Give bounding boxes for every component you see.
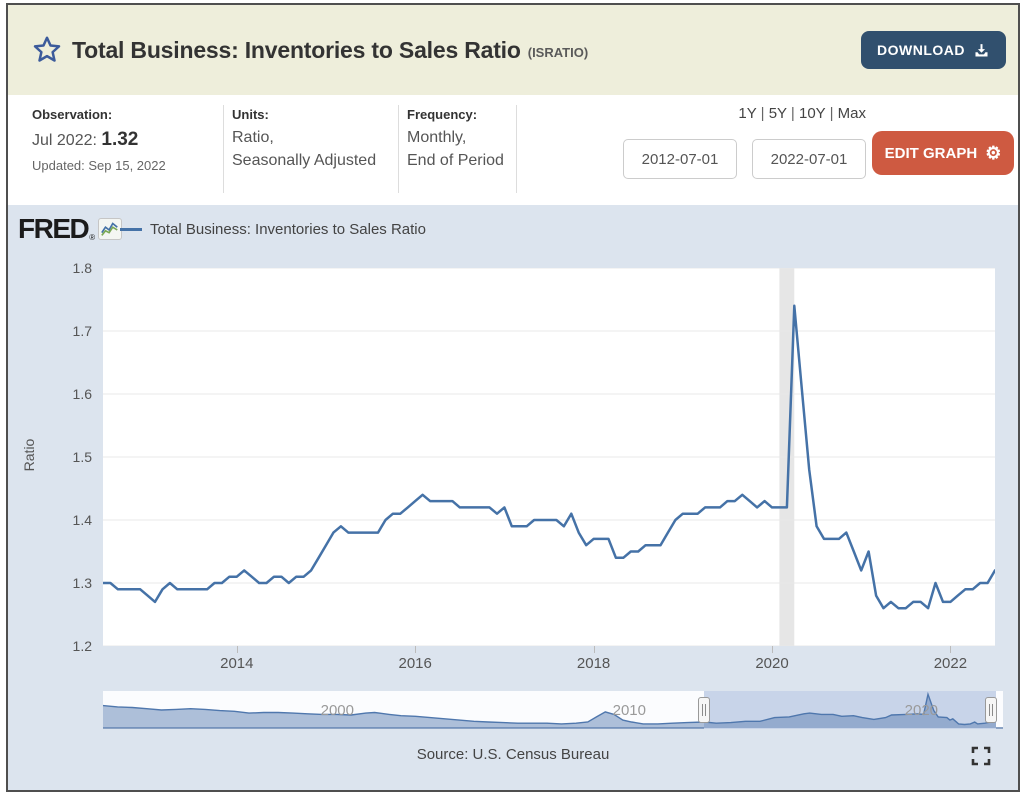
- frequency-block: Frequency: Monthly, End of Period: [407, 107, 504, 172]
- x-tick-label: 2014: [220, 655, 254, 672]
- legend-line-swatch: [120, 228, 142, 231]
- fred-graph-window: Total Business: Inventories to Sales Rat…: [6, 3, 1020, 792]
- legend-label: Total Business: Inventories to Sales Rat…: [150, 221, 426, 238]
- divider: [398, 105, 399, 193]
- observation-block: Observation: Jul 2022: 1.32 Updated: Sep…: [32, 107, 166, 173]
- observation-updated: Updated: Sep 15, 2022: [32, 157, 166, 173]
- x-tick-mark: [950, 646, 952, 653]
- series-header: Total Business: Inventories to Sales Rat…: [8, 5, 1018, 95]
- y-tick-label: 1.4: [72, 512, 92, 528]
- registered-mark: ®: [89, 233, 96, 242]
- series-chart-svg: [101, 267, 997, 647]
- legend-item[interactable]: Total Business: Inventories to Sales Rat…: [120, 221, 426, 238]
- observation-date: Jul 2022:: [32, 132, 97, 149]
- x-tick-mark: [236, 646, 238, 653]
- range-10y[interactable]: 10Y: [799, 105, 838, 122]
- range-5y[interactable]: 5Y: [769, 105, 799, 122]
- fred-logo: FRED ®: [18, 213, 123, 245]
- units-line2: Seasonally Adjusted: [232, 152, 377, 170]
- y-tick-label: 1.5: [72, 449, 92, 465]
- y-axis-title: Ratio: [21, 438, 37, 472]
- edit-graph-button[interactable]: EDIT GRAPH ⚙: [872, 131, 1014, 175]
- graph-panel: FRED ® Total Business: Inventories to Sa…: [8, 205, 1018, 790]
- frequency-line1: Monthly,: [407, 129, 467, 146]
- end-date-input[interactable]: [752, 139, 866, 179]
- x-tick-label: 2018: [576, 655, 611, 672]
- y-tick-label: 1.3: [72, 575, 92, 591]
- slider-year-label: 2000: [320, 702, 354, 719]
- meta-bar: Observation: Jul 2022: 1.32 Updated: Sep…: [8, 95, 1018, 205]
- frequency-label: Frequency:: [407, 107, 478, 122]
- divider: [516, 105, 517, 193]
- observation-label: Observation:: [32, 107, 113, 122]
- frequency-line2: End of Period: [407, 152, 504, 170]
- gear-icon: ⚙: [985, 143, 1002, 163]
- x-tick-label: 2016: [398, 655, 432, 672]
- units-label: Units:: [232, 107, 269, 122]
- units-block: Units: Ratio, Seasonally Adjusted: [232, 107, 376, 172]
- x-tick-mark: [415, 646, 417, 653]
- slider-year-label: 2010: [612, 702, 646, 719]
- edit-graph-label: EDIT GRAPH: [884, 144, 978, 162]
- range-shortcuts: 1Y5Y10YMax: [620, 105, 866, 122]
- units-line1: Ratio,: [232, 129, 274, 146]
- main-plot-area[interactable]: [101, 267, 997, 647]
- date-range-slider[interactable]: 2000 2010 2020: [103, 691, 1003, 729]
- divider: [223, 105, 224, 193]
- right-range-handle[interactable]: [985, 697, 997, 723]
- isratio-line: [101, 304, 997, 610]
- source-note: Source: U.S. Census Bureau: [416, 746, 610, 763]
- range-1y[interactable]: 1Y: [738, 105, 768, 122]
- y-tick-label: 1.6: [72, 386, 92, 402]
- fred-wordmark: FRED: [18, 213, 90, 244]
- series-id: (ISRATIO): [527, 44, 589, 60]
- y-tick-label: 1.8: [72, 260, 92, 276]
- x-tick-label: 2020: [755, 655, 789, 672]
- slider-preview-svg: [103, 691, 997, 729]
- x-tick-mark: [593, 646, 595, 653]
- slider-year-label: 2020: [904, 702, 939, 719]
- left-range-handle[interactable]: [697, 697, 710, 723]
- favorite-star-icon[interactable]: [32, 35, 62, 65]
- y-tick-label: 1.7: [72, 323, 92, 339]
- download-button[interactable]: DOWNLOAD: [861, 31, 1006, 69]
- y-tick-label: 1.2: [72, 638, 92, 654]
- observation-value: 1.32: [101, 129, 139, 150]
- start-date-input[interactable]: [623, 139, 737, 179]
- range-max[interactable]: Max: [837, 105, 866, 122]
- download-icon: [975, 43, 988, 57]
- page-title: Total Business: Inventories to Sales Rat…: [72, 36, 521, 63]
- x-tick-label: 2022: [933, 655, 968, 672]
- download-button-label: DOWNLOAD: [877, 42, 965, 58]
- x-tick-mark: [772, 646, 773, 653]
- fred-chart-icon: [98, 218, 123, 240]
- fullscreen-icon[interactable]: [970, 745, 992, 767]
